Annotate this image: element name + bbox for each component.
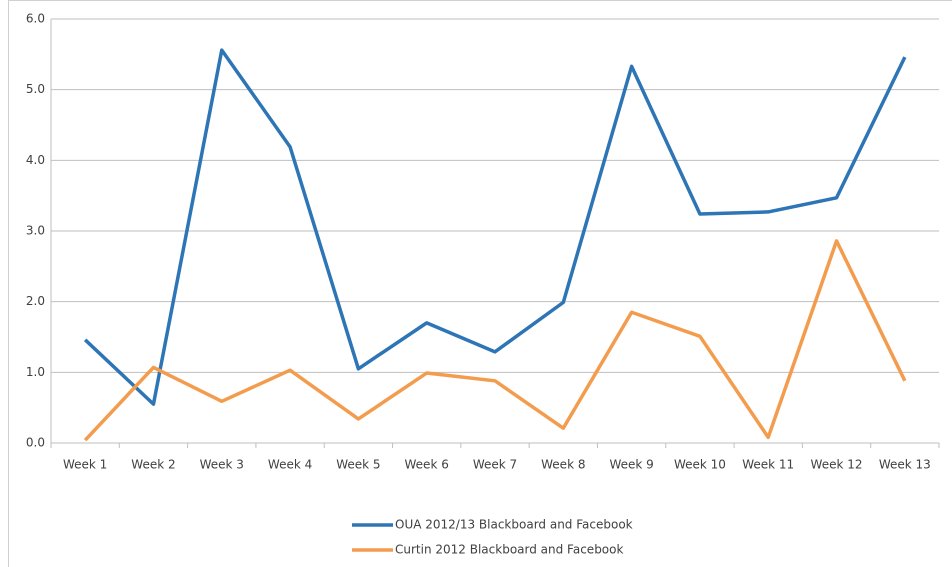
x-tick-label: Week 1 [63,458,107,472]
x-tick-label: Week 6 [405,458,449,472]
x-tick-label: Week 12 [811,458,863,472]
y-tick-label: 5.0 [26,82,45,96]
x-tick-label: Week 11 [742,458,794,472]
y-tick-label: 1.0 [26,365,45,379]
x-tick-label: Week 10 [674,458,726,472]
y-tick-label: 3.0 [26,224,45,238]
legend-label: OUA 2012/13 Blackboard and Facebook [395,518,633,532]
x-tick-label: Week 13 [879,458,931,472]
y-tick-label: 2.0 [26,294,45,308]
x-tick-label: Week 8 [541,458,585,472]
x-tick-label: Week 3 [200,458,244,472]
y-tick-label: 4.0 [26,153,45,167]
x-tick-label: Week 4 [268,458,312,472]
series-line [83,48,907,406]
y-tick-label: 6.0 [26,12,45,26]
x-tick-label: Week 7 [473,458,517,472]
chart-border [8,0,952,567]
y-tick-label: 0.0 [26,436,45,450]
x-tick-label: Week 2 [131,458,175,472]
series-line [83,239,907,442]
legend-label: Curtin 2012 Blackboard and Facebook [395,543,623,557]
x-tick-label: Week 5 [336,458,380,472]
x-tick-label: Week 9 [609,458,653,472]
